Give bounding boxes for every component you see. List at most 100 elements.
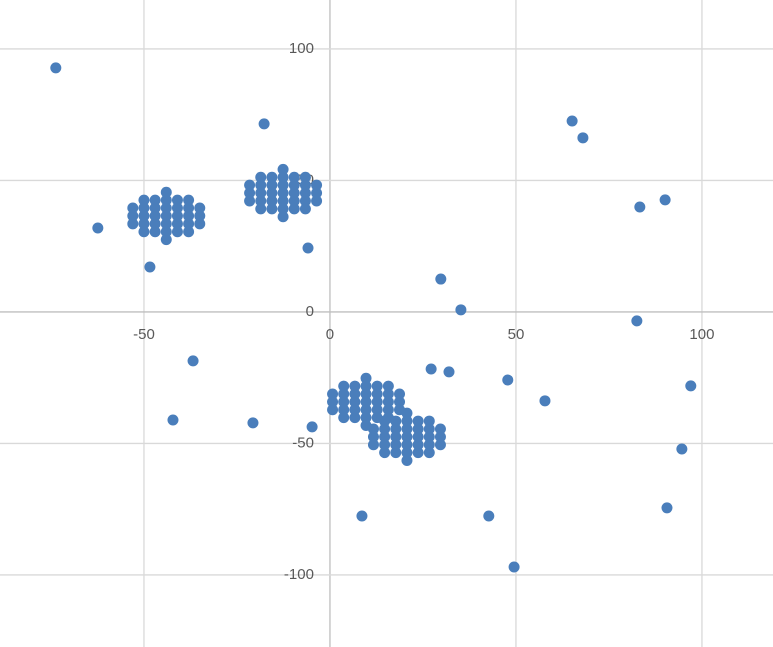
point — [455, 304, 467, 316]
point — [338, 380, 350, 392]
point — [127, 202, 139, 214]
point — [255, 171, 267, 183]
point — [631, 315, 643, 327]
point — [288, 195, 300, 207]
x-tick-label: 100 — [689, 326, 714, 343]
point — [676, 443, 688, 455]
point — [160, 202, 172, 214]
point — [390, 439, 402, 451]
point — [187, 355, 199, 367]
point — [401, 407, 413, 419]
point — [401, 447, 413, 459]
point — [138, 194, 150, 206]
point — [299, 187, 311, 199]
point — [360, 380, 372, 392]
point — [356, 510, 368, 522]
x-tick-label: 0 — [326, 326, 334, 343]
point — [371, 388, 383, 400]
point — [171, 194, 183, 206]
point — [390, 423, 402, 435]
point — [277, 171, 289, 183]
point — [379, 415, 391, 427]
point — [434, 439, 446, 451]
point — [349, 388, 361, 400]
point — [255, 179, 267, 191]
point — [306, 421, 318, 433]
point — [401, 455, 413, 467]
point — [349, 404, 361, 416]
point — [299, 179, 311, 191]
point — [327, 404, 339, 416]
point — [160, 218, 172, 230]
point — [327, 388, 339, 400]
point — [288, 171, 300, 183]
point — [412, 423, 424, 435]
point — [423, 447, 435, 459]
point — [412, 415, 424, 427]
point — [171, 202, 183, 214]
point — [149, 218, 161, 230]
point — [379, 439, 391, 451]
point — [508, 561, 520, 573]
point — [244, 195, 256, 207]
point — [302, 242, 314, 254]
point — [171, 218, 183, 230]
point — [266, 187, 278, 199]
point — [367, 431, 379, 443]
point — [277, 203, 289, 215]
point — [539, 395, 551, 407]
point — [367, 439, 379, 451]
point — [311, 187, 323, 199]
point — [360, 404, 372, 416]
point — [338, 396, 350, 408]
point — [127, 218, 139, 230]
point — [149, 194, 161, 206]
point — [502, 374, 514, 386]
x-tick-label: -50 — [133, 326, 155, 343]
point — [401, 431, 413, 443]
point — [371, 380, 383, 392]
point — [194, 218, 206, 230]
point — [338, 404, 350, 416]
point — [244, 187, 256, 199]
point — [401, 439, 413, 451]
point — [127, 210, 139, 222]
point — [288, 203, 300, 215]
point — [183, 210, 195, 222]
point — [360, 412, 372, 424]
point — [277, 187, 289, 199]
point — [379, 431, 391, 443]
point — [423, 423, 435, 435]
point — [299, 195, 311, 207]
y-tick-label: 0 — [306, 303, 314, 320]
point — [194, 210, 206, 222]
point — [382, 404, 394, 416]
point — [92, 222, 104, 234]
point — [167, 414, 179, 426]
point — [371, 404, 383, 416]
point — [443, 366, 455, 378]
point — [277, 195, 289, 207]
point — [160, 210, 172, 222]
point — [160, 186, 172, 198]
point — [266, 203, 278, 215]
point — [412, 439, 424, 451]
point — [685, 380, 697, 392]
point — [183, 202, 195, 214]
point — [311, 179, 323, 191]
point — [394, 388, 406, 400]
point — [258, 118, 270, 130]
point — [412, 447, 424, 459]
point — [390, 431, 402, 443]
point — [360, 396, 372, 408]
point — [659, 194, 671, 206]
point — [183, 194, 195, 206]
point — [423, 415, 435, 427]
point — [149, 226, 161, 238]
point — [338, 388, 350, 400]
point — [483, 510, 495, 522]
point — [266, 171, 278, 183]
point — [367, 423, 379, 435]
point — [349, 380, 361, 392]
